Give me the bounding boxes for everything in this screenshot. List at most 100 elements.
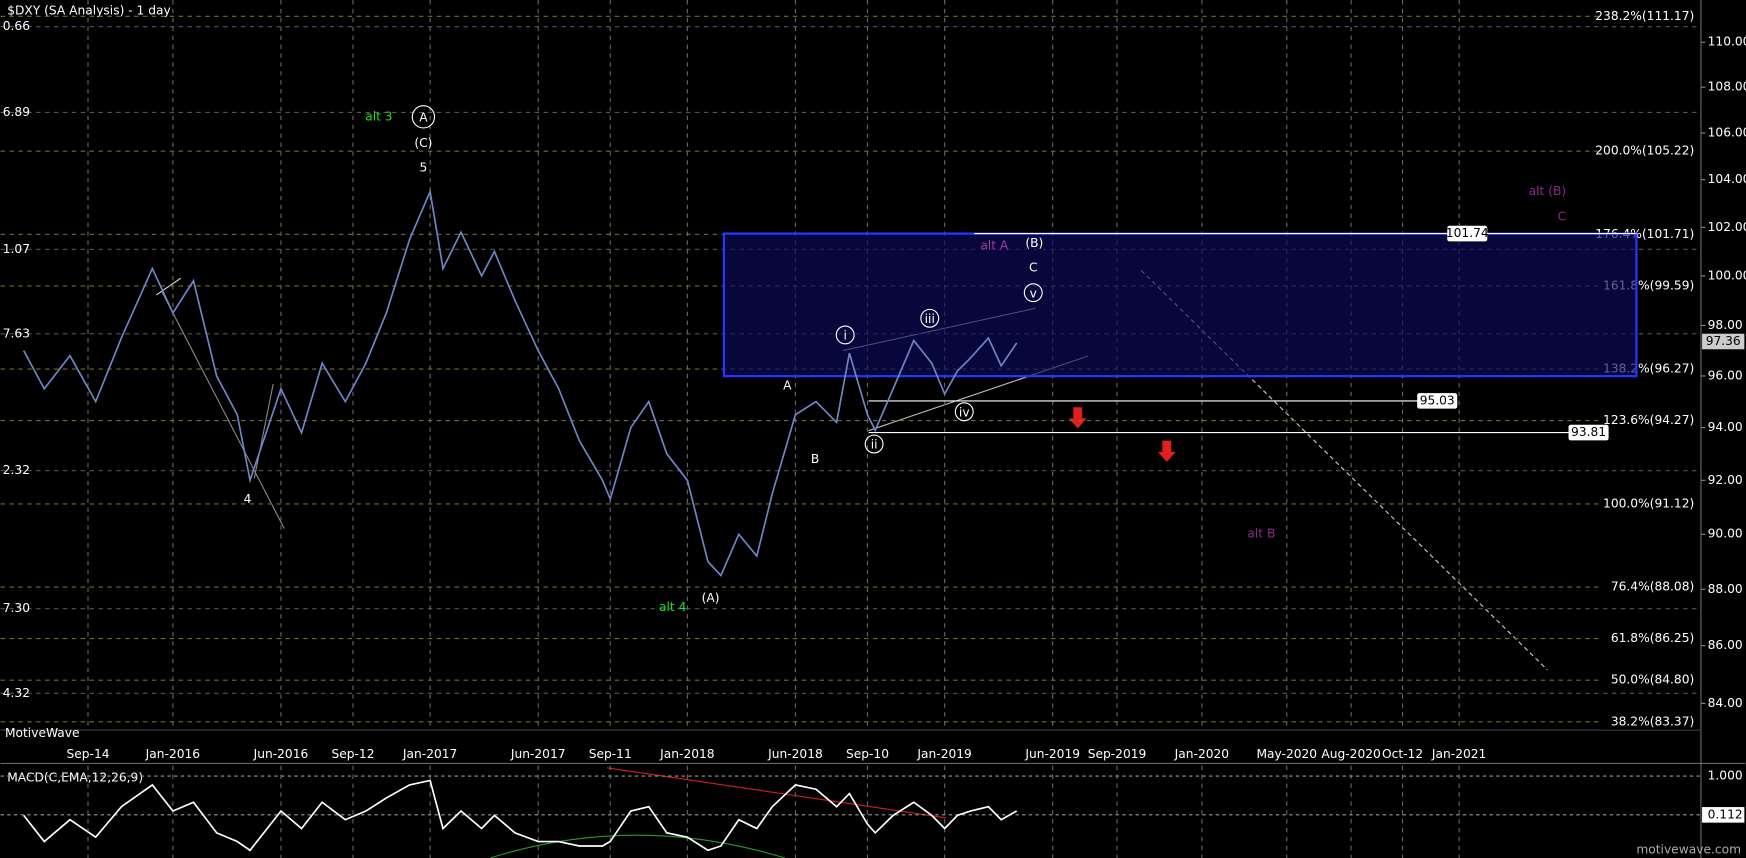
wave-label: iv — [959, 405, 970, 419]
wave-label: alt 4 — [659, 600, 687, 614]
channel-line — [253, 383, 274, 479]
fib-label-bg — [1598, 412, 1699, 429]
x-tick-label: Sep-10 — [846, 747, 889, 761]
macd-tick-label: 0.112 — [1708, 807, 1743, 821]
y-tick-label: 106.00 — [1708, 126, 1746, 140]
wave-label: alt B — [1247, 527, 1275, 541]
price-level-label: 95.03 — [1420, 393, 1455, 407]
wave-circle — [864, 434, 884, 454]
macd-line — [23, 779, 1018, 852]
level-label: 0.66 — [3, 19, 30, 33]
y-tick-label: 84.00 — [1708, 696, 1743, 710]
y-tick-label: 92.00 — [1708, 473, 1743, 487]
target-box — [722, 232, 1638, 378]
x-tick-label: Jan-2017 — [402, 747, 457, 761]
fib-label: 61.8%(86.25) — [1611, 631, 1694, 645]
wave-circle — [835, 325, 855, 345]
wave-circle — [411, 105, 436, 129]
last-price-box — [1702, 333, 1745, 350]
wave-label: alt 3 — [365, 109, 392, 123]
x-tick-label: Aug-2020 — [1321, 747, 1380, 761]
price-level-box — [1417, 393, 1458, 409]
x-tick-label: Jan-2019 — [916, 747, 971, 761]
y-tick-label: 90.00 — [1708, 527, 1743, 541]
trend-line — [156, 277, 182, 296]
down-arrow — [1068, 407, 1087, 429]
fib-label-bg — [1598, 579, 1699, 595]
y-tick-label: 100.00 — [1708, 268, 1746, 282]
y-tick-label: 88.00 — [1708, 582, 1743, 596]
price-line — [22, 188, 1018, 577]
fib-label-bg — [1598, 143, 1699, 159]
y-tick-label: 96.00 — [1708, 368, 1743, 382]
wave-label: C — [1558, 210, 1567, 224]
fib-label-bg — [1598, 630, 1699, 647]
level-label: 7.63 — [3, 326, 30, 340]
wave-label: iii — [925, 312, 935, 326]
wave-label: alt (B) — [1529, 184, 1567, 198]
x-tick-label: Jan-2021 — [1431, 747, 1486, 761]
wave-label: v — [1030, 286, 1037, 300]
level-label: 6.89 — [3, 105, 30, 119]
fib-label: 200.0%(105.22) — [1595, 144, 1694, 158]
x-tick-label: Jan-2016 — [145, 747, 201, 761]
fib-label: 76.4%(88.08) — [1611, 580, 1694, 594]
y-tick-label: 86.00 — [1708, 638, 1743, 652]
fib-label-bg — [1598, 8, 1699, 25]
fib-label-bg — [1598, 672, 1699, 688]
watermark: MotiveWave — [5, 726, 80, 740]
x-tick-label: Jun-2016 — [253, 747, 309, 761]
wave-label: (A) — [702, 591, 720, 605]
wave-circle — [1023, 283, 1043, 303]
x-tick-label: Jan-2020 — [1174, 747, 1229, 761]
price-level-label: 93.81 — [1571, 425, 1606, 439]
macd-tick-box — [1702, 807, 1745, 823]
y-tick-label: 98.00 — [1708, 318, 1743, 332]
level-label: 4.32 — [3, 686, 30, 700]
y-tick-label: 94.00 — [1708, 420, 1743, 434]
y-tick-label: 102.00 — [1708, 220, 1746, 234]
wave-label: A — [419, 110, 428, 124]
down-arrow — [1157, 440, 1176, 462]
wave-label: (C) — [414, 136, 432, 150]
x-tick-label: Jun-2017 — [510, 747, 566, 761]
fib-label: 100.0%(91.12) — [1603, 496, 1694, 510]
x-tick-label: May-2020 — [1256, 747, 1317, 761]
wave-label: 4 — [244, 492, 252, 506]
macd-title: MACD(C,EMA,12,26,9) — [7, 770, 143, 784]
y-tick-label: 110.00 — [1708, 35, 1746, 49]
price-level-label: 101.74 — [1446, 226, 1489, 240]
last-price-label: 97.36 — [1706, 334, 1741, 348]
level-label: 7.30 — [3, 601, 30, 615]
fib-label: 238.2%(111.17) — [1595, 9, 1694, 23]
wave-label: i — [843, 329, 846, 343]
fib-label: 38.2%(83.37) — [1611, 714, 1694, 728]
wave-label: (B) — [1025, 236, 1043, 250]
price-level-box — [1568, 424, 1609, 441]
x-tick-label: Sep-14 — [66, 747, 109, 761]
macd-tick-label: 1.000 — [1708, 769, 1743, 783]
x-tick-label: Sep-2019 — [1088, 747, 1147, 761]
chart-title: $DXY (SA Analysis) - 1 day — [7, 4, 171, 18]
wave-circle — [954, 402, 974, 422]
fib-label: 123.6%(94.27) — [1603, 413, 1694, 427]
fib-label-bg — [1598, 496, 1699, 512]
wave-circle — [920, 308, 940, 328]
x-tick-label: Jun-2019 — [1024, 747, 1080, 761]
wave-label: ii — [871, 438, 878, 452]
wave-label: C — [1029, 261, 1038, 275]
level-label: 2.32 — [3, 463, 30, 477]
y-tick-label: 108.00 — [1708, 80, 1746, 94]
level-label: 1.07 — [3, 242, 30, 256]
wave-label: A — [783, 379, 792, 393]
wave-label: 5 — [420, 161, 428, 175]
wave-label: alt A — [980, 238, 1009, 252]
wave-label: B — [811, 452, 819, 466]
channel-line — [161, 291, 285, 529]
x-tick-label: Sep-11 — [589, 747, 632, 761]
fib-label: 50.0%(84.80) — [1611, 673, 1694, 687]
footer: motivewave.com — [1636, 843, 1741, 857]
arc — [490, 834, 786, 858]
